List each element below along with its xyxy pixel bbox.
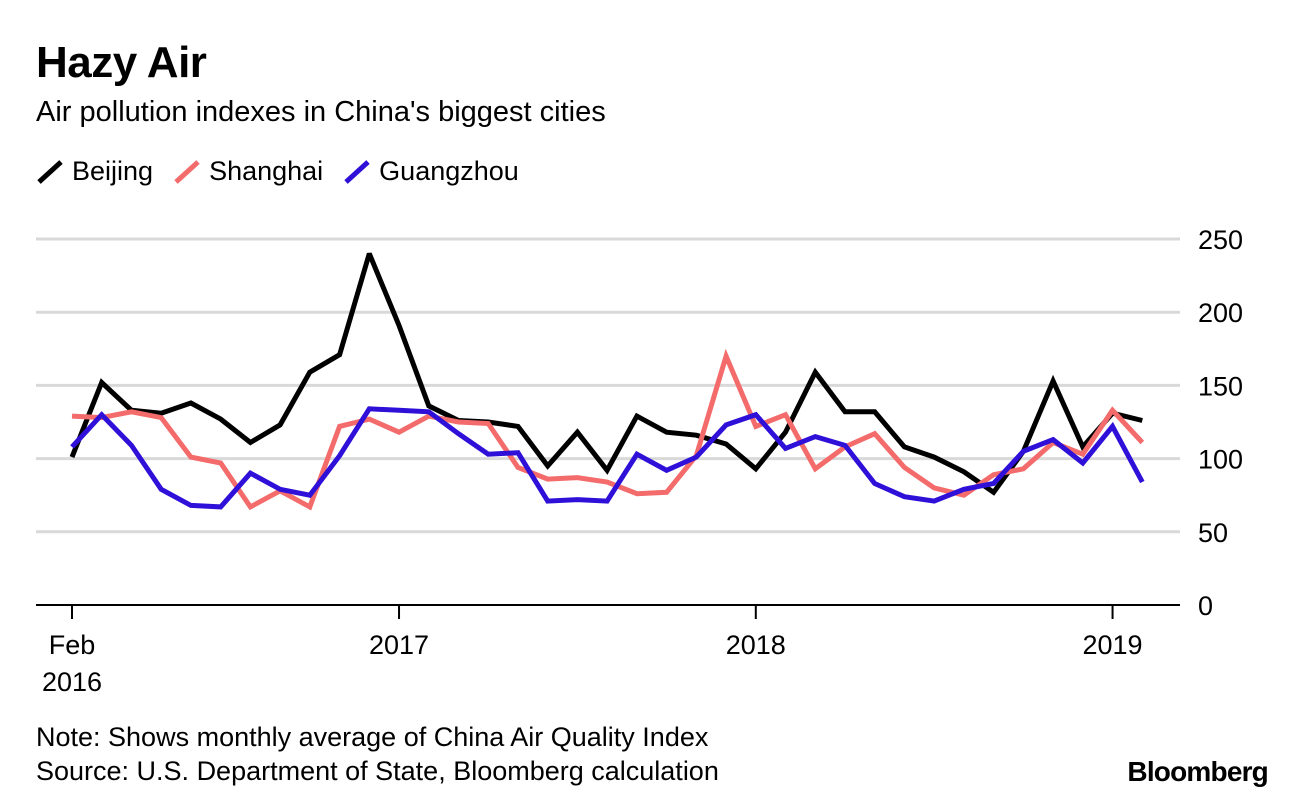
- x-tick-sublabel-2016: 2016: [42, 667, 102, 697]
- y-tick-label-0: 0: [1198, 591, 1213, 621]
- chart-subtitle: Air pollution indexes in China's biggest…: [36, 96, 606, 128]
- legend: Beijing Shanghai Guangzhou: [36, 156, 539, 187]
- series-line-guangzhou: [70, 406, 1145, 510]
- legend-swatch-guangzhou: [344, 159, 370, 184]
- legend-item-shanghai: Shanghai: [173, 156, 323, 187]
- legend-label-beijing: Beijing: [72, 156, 154, 186]
- x-tick-label-2018: 2018: [726, 630, 786, 660]
- legend-swatch-beijing: [37, 159, 63, 184]
- source-text: Source: U.S. Department of State, Bloomb…: [36, 756, 719, 786]
- legend-swatch-shanghai: [174, 159, 200, 184]
- legend-item-beijing: Beijing: [36, 156, 153, 187]
- bloomberg-logo: Bloomberg: [1127, 756, 1268, 787]
- series-line-beijing: [69, 252, 1143, 496]
- x-tick-label-2019: 2019: [1083, 630, 1143, 660]
- footnote: Note: Shows monthly average of China Air…: [36, 720, 719, 788]
- x-tick-label-2017: 2017: [369, 630, 429, 660]
- y-tick-label-100: 100: [1198, 445, 1243, 475]
- y-tick-label-200: 200: [1198, 298, 1243, 328]
- chart-title: Hazy Air: [36, 38, 207, 87]
- legend-label-guangzhou: Guangzhou: [379, 156, 519, 186]
- note-text: Note: Shows monthly average of China Air…: [36, 722, 709, 752]
- legend-label-shanghai: Shanghai: [209, 156, 324, 186]
- legend-item-guangzhou: Guangzhou: [343, 156, 519, 187]
- series-line-shanghai: [71, 348, 1145, 511]
- y-tick-label-150: 150: [1198, 371, 1243, 401]
- y-tick-label-50: 50: [1198, 518, 1228, 548]
- y-tick-label-250: 250: [1198, 225, 1243, 255]
- x-tick-label-feb: Feb: [49, 630, 96, 660]
